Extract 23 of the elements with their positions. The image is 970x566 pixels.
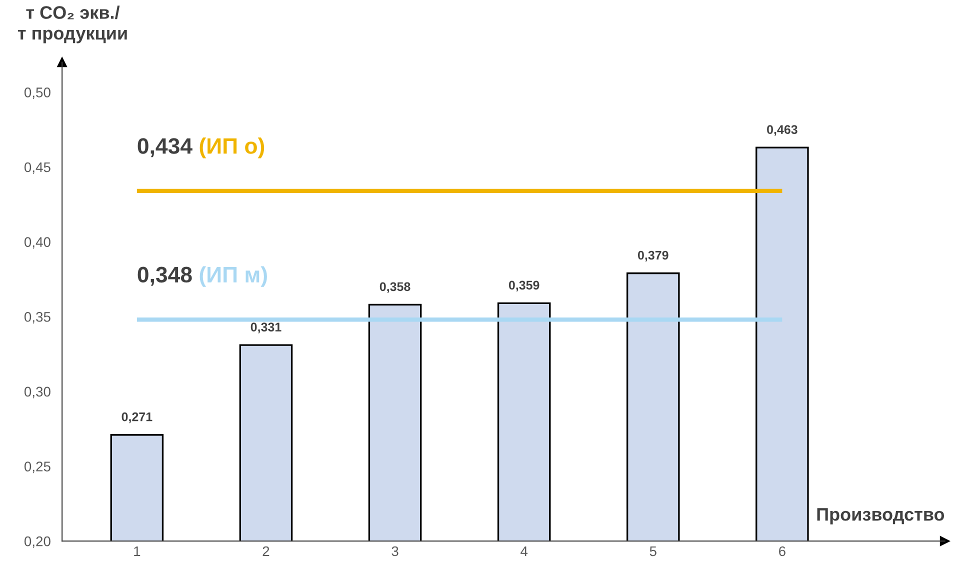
- x-tick-label: 5: [650, 546, 656, 556]
- data-label: 0,271: [122, 412, 152, 424]
- x-tick-label: 3: [392, 546, 398, 556]
- y-tick-label: 0,45: [24, 162, 50, 174]
- x-tick-label: 4: [520, 546, 528, 556]
- data-label: 0,379: [638, 250, 668, 262]
- y-tick-label: 0,40: [24, 237, 50, 249]
- y-tick-label: 0,50: [24, 88, 50, 99]
- data-label: 0,358: [380, 282, 410, 293]
- x-axis-title: Производство: [817, 508, 944, 524]
- y-tick-label: 0,30: [24, 386, 50, 398]
- x-tick-label: 1: [134, 546, 140, 556]
- ref-line-label: 0,434 (ИП о): [138, 138, 264, 158]
- x-tick-label: 2: [262, 546, 270, 556]
- data-label: 0,463: [767, 125, 798, 136]
- data-label: 0,331: [250, 322, 282, 334]
- x-tick-label: 6: [779, 546, 786, 556]
- ref-line-label: 0,348 (ИП м): [138, 266, 267, 287]
- y-axis-title: т CO₂ экв./ т продукции: [18, 6, 127, 44]
- data-label: 0,359: [508, 280, 540, 292]
- y-tick-label: 0,35: [24, 312, 50, 324]
- y-tick-label: 0,25: [24, 462, 50, 474]
- y-tick-label: 0,20: [24, 536, 50, 548]
